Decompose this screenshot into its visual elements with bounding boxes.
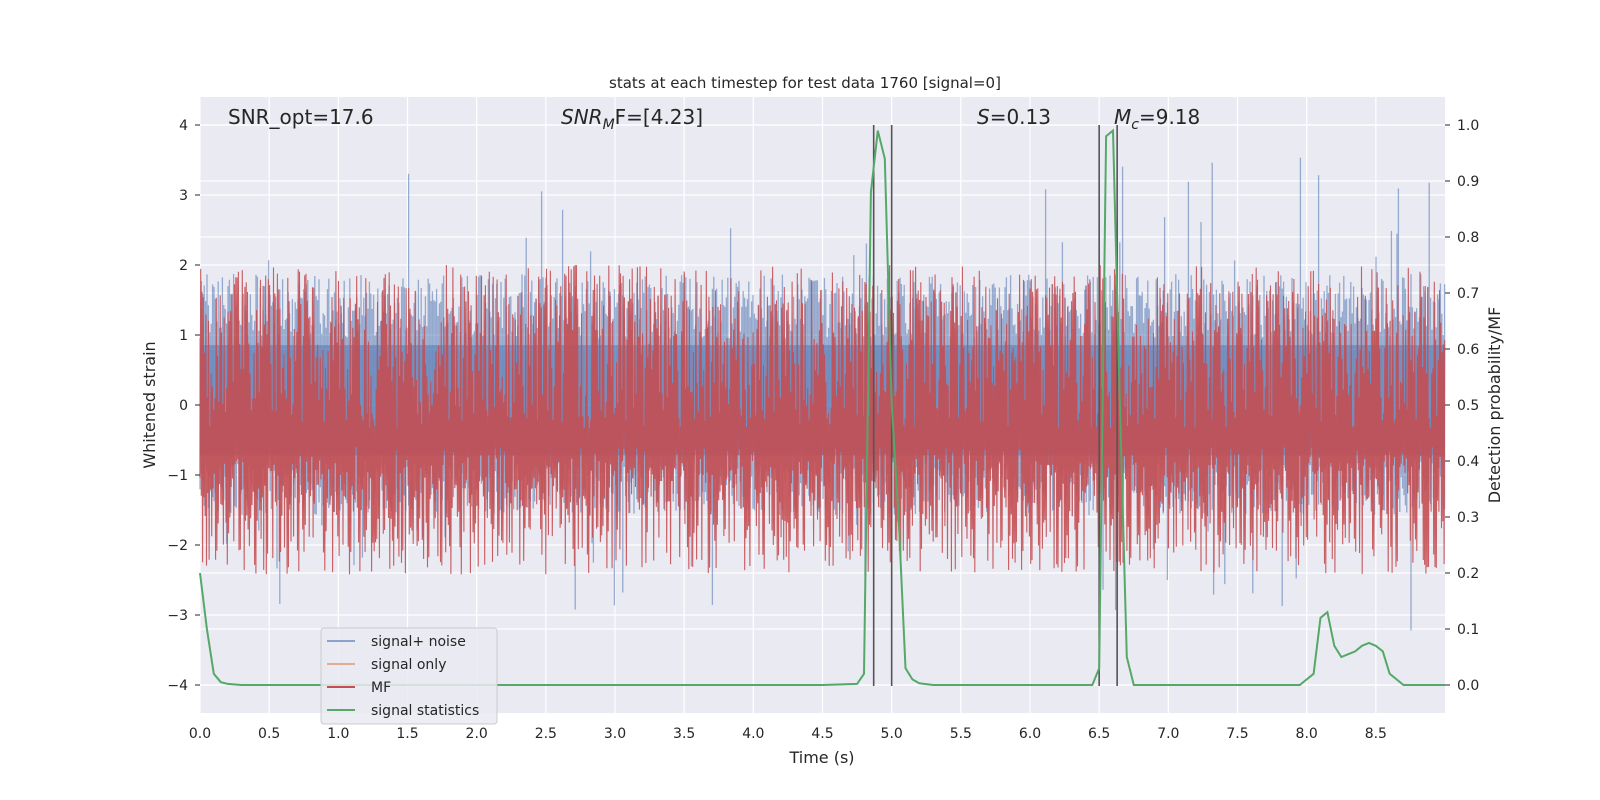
- x-tick-label: 3.0: [604, 726, 626, 742]
- annotation-mc: Mc=9.18: [1114, 105, 1200, 133]
- x-tick-label: 8.0: [1296, 726, 1318, 742]
- y-tick-label-right: 0.5: [1457, 398, 1479, 414]
- annotation-snr-mf-rest: F=[4.23]: [615, 105, 703, 129]
- x-tick-label: 4.5: [811, 726, 833, 742]
- x-axis-ticks: 0.0 0.5 1.0 1.5 2.0 2.5 3.0 3.5 4.0 4.5 5.0 5.5 6.0 6…: [189, 726, 1387, 742]
- y-tick-label-left: 3: [179, 188, 188, 204]
- x-tick-label: 2.0: [466, 726, 488, 742]
- x-tick-label: 0.5: [258, 726, 280, 742]
- y-tick-label-left: 2: [179, 258, 188, 274]
- y-tick-label-right: 0.8: [1457, 230, 1479, 246]
- x-tick-label: 1.0: [327, 726, 349, 742]
- y-tick-label-right: 0.2: [1457, 566, 1479, 582]
- x-tick-label: 4.0: [742, 726, 764, 742]
- mf-trace: [199, 265, 1446, 575]
- signal-statistics-series: [199, 128, 1445, 686]
- annotation-s: S=0.13: [977, 105, 1051, 129]
- y-tick-label-right: 0.7: [1457, 286, 1479, 302]
- x-axis-label: Time (s): [788, 748, 854, 767]
- x-tick-label: 5.5: [950, 726, 972, 742]
- annotation-snr-mf: SNRMF=[4.23]: [561, 105, 703, 133]
- y-tick-label-right: 0.0: [1457, 678, 1479, 694]
- y-tick-label-right: 0.6: [1457, 342, 1479, 358]
- annotation-mc-rest: =9.18: [1139, 105, 1200, 129]
- mf-series: [199, 265, 1446, 575]
- legend-label-signal-statistics: signal statistics: [371, 703, 479, 719]
- y-tick-label-left: −2: [167, 538, 188, 554]
- x-tick-label: 7.0: [1157, 726, 1179, 742]
- annotation-mc-main: M: [1114, 105, 1131, 129]
- x-tick-label: 3.5: [673, 726, 695, 742]
- x-tick-label: 7.5: [1226, 726, 1248, 742]
- x-tick-label: 8.5: [1365, 726, 1387, 742]
- x-tick-label: 6.5: [1088, 726, 1110, 742]
- right-y-axis-label: Detection probability/MF: [1485, 307, 1504, 504]
- y-tick-label-right: 1.0: [1457, 118, 1479, 134]
- y-tick-label-left: 4: [179, 118, 188, 134]
- x-tick-label: 6.0: [1019, 726, 1041, 742]
- y-tick-label-left: −3: [167, 608, 188, 624]
- left-y-axis-ticks: 4 3 2 1 0 −1 −2 −3 −4: [167, 118, 200, 694]
- signal-statistics-line: [199, 128, 1445, 686]
- legend-label-mf: MF: [371, 680, 391, 696]
- annotation-s-rest: =0.13: [990, 105, 1051, 129]
- annotation-snr-opt: SNR_opt=17.6: [228, 105, 374, 129]
- left-y-axis-label: Whitened strain: [140, 341, 159, 468]
- legend-label-signal-noise: signal+ noise: [371, 634, 466, 650]
- x-tick-label: 2.5: [535, 726, 557, 742]
- legend-label-signal-only: signal only: [371, 657, 446, 673]
- right-y-axis-ticks: 1.0 0.9 0.8 0.7 0.6 0.5 0.4 0.3 0.2 0.1 0.0: [1445, 118, 1479, 694]
- y-tick-label-right: 0.9: [1457, 174, 1479, 190]
- y-tick-label-left: 0: [179, 398, 188, 414]
- x-tick-label: 5.0: [881, 726, 903, 742]
- y-tick-label-right: 0.4: [1457, 454, 1479, 470]
- legend-box: [320, 627, 498, 725]
- y-tick-label-left: 1: [179, 328, 188, 344]
- legend: signal+ noise signal only MF signal stat…: [320, 627, 498, 725]
- y-tick-label-left: −4: [167, 678, 188, 694]
- annotation-mc-sub: c: [1131, 117, 1139, 133]
- annotation-snr-mf-sub: M: [603, 117, 615, 133]
- annotation-snr-mf-main: SNR: [561, 105, 603, 129]
- y-tick-label-left: −1: [167, 468, 188, 484]
- x-tick-label: 1.5: [396, 726, 418, 742]
- y-tick-label-right: 0.3: [1457, 510, 1479, 526]
- chart-title: stats at each timestep for test data 176…: [609, 74, 1001, 92]
- y-tick-label-right: 0.1: [1457, 622, 1479, 638]
- x-tick-label: 0.0: [189, 726, 211, 742]
- annotation-s-italic: S: [977, 105, 990, 129]
